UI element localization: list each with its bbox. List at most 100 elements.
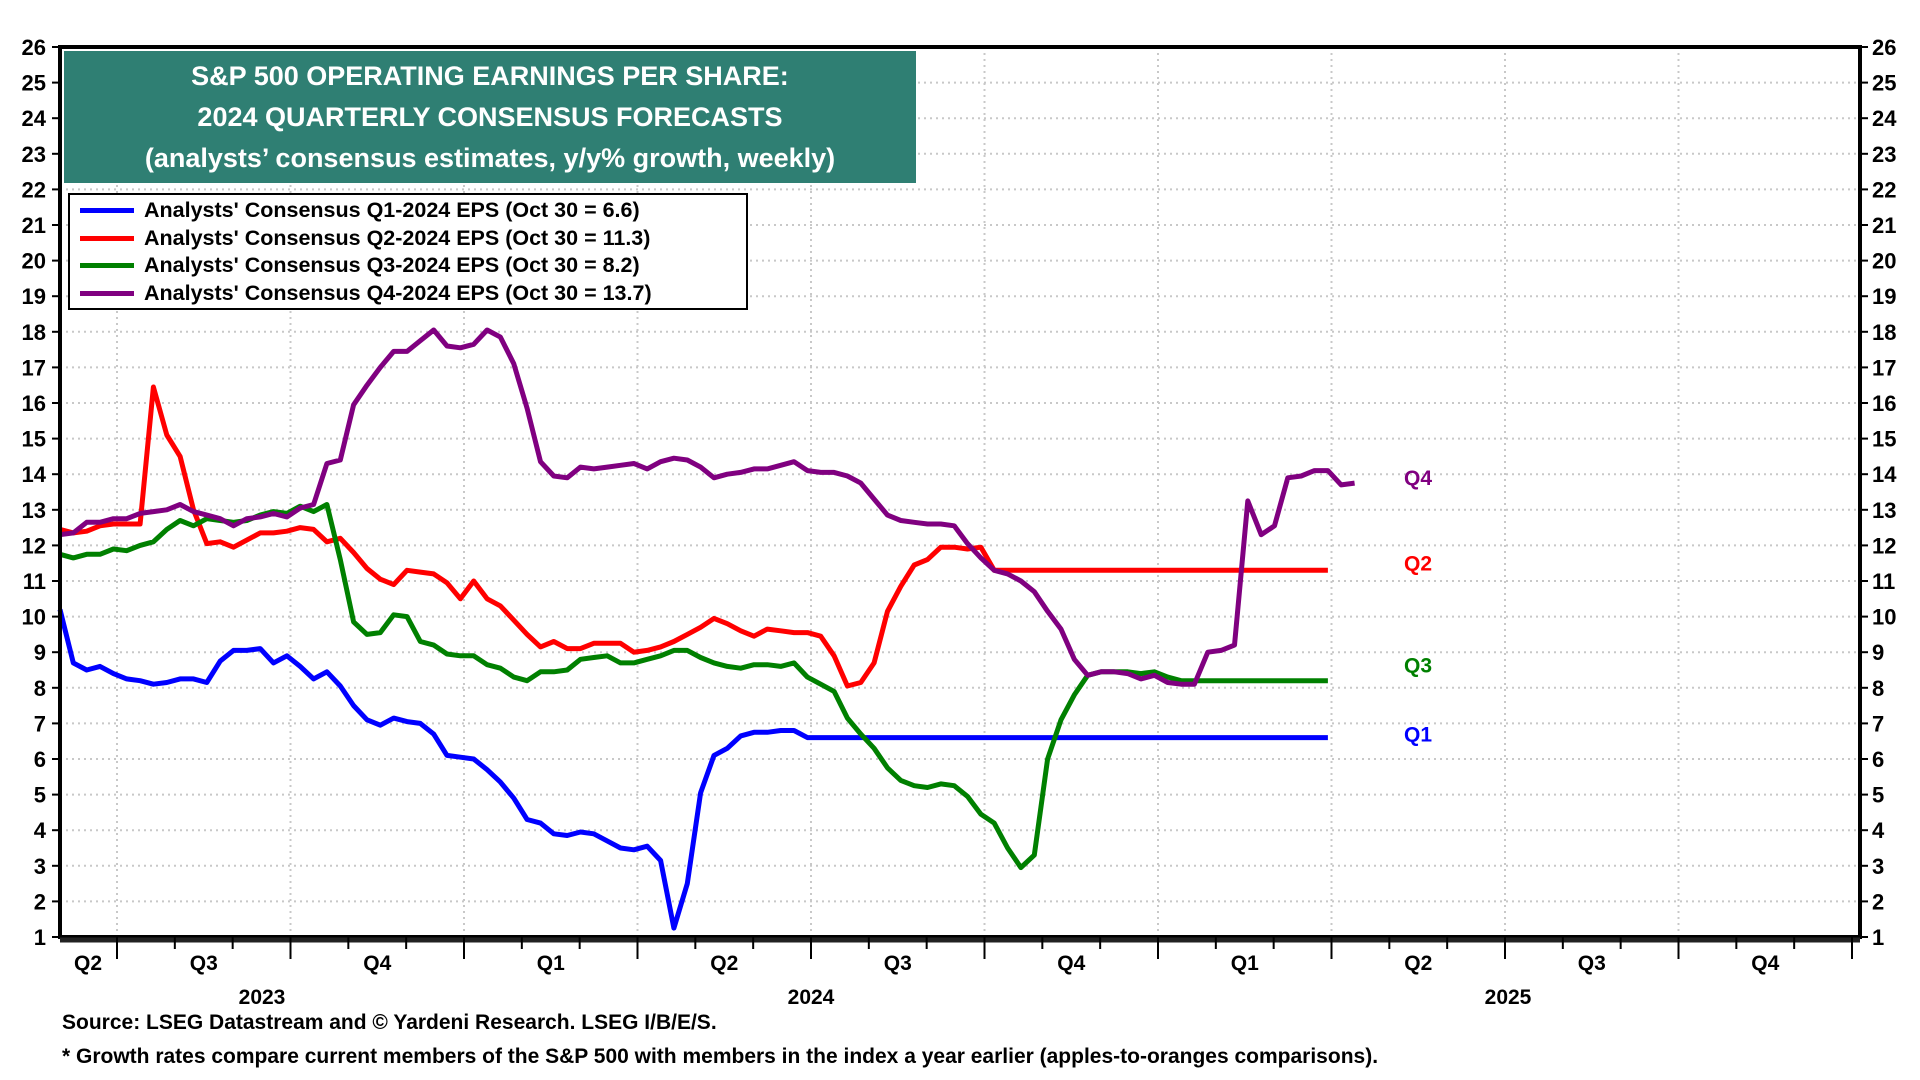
y-tick-label-left: 24 <box>22 106 47 131</box>
y-tick-label-left: 5 <box>34 783 46 808</box>
y-tick-label-left: 2 <box>34 889 46 914</box>
y-tick-label-right: 15 <box>1872 427 1896 452</box>
legend-label-q2: Analysts' Consensus Q2-2024 EPS (Oct 30 … <box>144 225 651 250</box>
legend-swatch-q1 <box>80 208 134 214</box>
y-tick-label-left: 4 <box>34 818 47 843</box>
legend-label-q3: Analysts' Consensus Q3-2024 EPS (Oct 30 … <box>144 253 640 278</box>
x-quarter-label: Q1 <box>1231 952 1259 975</box>
legend-item-q2: Analysts' Consensus Q2-2024 EPS (Oct 30 … <box>80 225 746 253</box>
plot-frame <box>58 45 1862 939</box>
y-tick-label-left: 13 <box>22 498 46 523</box>
y-tick-label-left: 14 <box>22 462 47 487</box>
gridlines <box>60 47 1860 937</box>
legend-item-q3: Analysts' Consensus Q3-2024 EPS (Oct 30 … <box>80 252 746 280</box>
y-axis-right-ticks: 1234567891011121314151617181920212223242… <box>1860 35 1897 950</box>
x-quarter-label: Q3 <box>190 952 218 975</box>
y-tick-label-right: 5 <box>1872 783 1884 808</box>
y-tick-label-left: 15 <box>22 427 46 452</box>
y-tick-label-right: 7 <box>1872 711 1884 736</box>
x-quarter-label: Q2 <box>1404 952 1432 975</box>
x-axis-ticks: Q2 Q3 Q4 Q1 Q2 Q3 Q4 Q1 Q2 Q3 Q4 2023 2024 2025 <box>74 937 1853 1009</box>
y-tick-label-right: 12 <box>1872 533 1896 558</box>
y-tick-label-right: 18 <box>1872 320 1896 345</box>
y-tick-label-left: 11 <box>23 569 46 594</box>
y-tick-label-right: 21 <box>1872 213 1896 238</box>
y-tick-label-left: 8 <box>34 676 46 701</box>
legend-item-q4: Analysts' Consensus Q4-2024 EPS (Oct 30 … <box>80 280 746 308</box>
y-tick-label-right: 13 <box>1872 498 1896 523</box>
legend-label-q4: Analysts' Consensus Q4-2024 EPS (Oct 30 … <box>144 280 652 305</box>
y-axis-left-ticks: 1234567891011121314151617181920212223242… <box>22 35 60 950</box>
end-label-q4: Q4 <box>1404 467 1432 490</box>
y-tick-label-left: 12 <box>22 533 46 558</box>
x-quarter-label: Q2 <box>74 952 102 975</box>
x-year-label: 2024 <box>788 986 835 1009</box>
y-tick-label-right: 17 <box>1872 355 1896 380</box>
y-tick-label-right: 24 <box>1872 106 1897 131</box>
legend-swatch-q4 <box>80 290 134 296</box>
y-tick-label-right: 3 <box>1872 854 1884 879</box>
x-year-label: 2025 <box>1485 986 1532 1009</box>
chart-subtitle-2: (analysts’ consensus estimates, y/y% gro… <box>144 143 836 173</box>
y-tick-label-right: 26 <box>1872 35 1896 60</box>
y-tick-label-right: 6 <box>1872 747 1884 772</box>
series-end-labels: Q1 Q2 Q3 Q4 <box>1404 467 1432 747</box>
y-tick-label-left: 6 <box>34 747 46 772</box>
legend-swatch-q2 <box>80 235 134 241</box>
y-tick-label-right: 14 <box>1872 462 1897 487</box>
axes <box>58 45 1862 943</box>
x-quarter-label: Q3 <box>884 952 912 975</box>
series-line-q2 <box>59 384 1328 689</box>
y-tick-label-left: 9 <box>34 640 46 665</box>
y-tick-label-left: 17 <box>22 355 46 380</box>
y-tick-label-right: 2 <box>1872 889 1884 914</box>
y-tick-label-right: 10 <box>1872 605 1896 630</box>
y-tick-label-left: 26 <box>22 35 46 60</box>
x-quarter-label: Q3 <box>1578 952 1606 975</box>
source-note: Source: LSEG Datastream and © Yardeni Re… <box>62 1011 717 1034</box>
series-line-q4 <box>59 327 1355 687</box>
legend-item-q1: Analysts' Consensus Q1-2024 EPS (Oct 30 … <box>80 197 746 225</box>
y-tick-label-right: 1 <box>1872 925 1884 950</box>
legend-swatch-q3 <box>80 263 134 269</box>
y-tick-label-right: 20 <box>1872 249 1896 274</box>
y-tick-label-left: 19 <box>22 284 46 309</box>
series-line-q1 <box>57 608 1328 931</box>
chart-subtitle: 2024 QUARTERLY CONSENSUS FORECASTS <box>197 102 783 132</box>
y-tick-label-left: 23 <box>22 142 46 167</box>
y-tick-label-left: 21 <box>22 213 46 238</box>
chart-title-box: S&P 500 OPERATING EARNINGS PER SHARE: 20… <box>64 51 916 183</box>
x-quarter-label: Q4 <box>363 952 391 975</box>
series-line-q3 <box>59 502 1328 871</box>
y-tick-label-left: 20 <box>22 249 46 274</box>
end-label-q3: Q3 <box>1404 655 1432 678</box>
y-tick-label-right: 25 <box>1872 71 1896 96</box>
y-tick-label-left: 16 <box>22 391 46 416</box>
series-lines <box>57 327 1355 931</box>
legend: Analysts' Consensus Q1-2024 EPS (Oct 30 … <box>68 193 748 310</box>
y-tick-label-right: 11 <box>1872 569 1895 594</box>
x-year-label: 2023 <box>239 986 286 1009</box>
y-tick-label-right: 8 <box>1872 676 1884 701</box>
y-tick-label-left: 10 <box>22 605 46 630</box>
x-quarter-label: Q4 <box>1057 952 1085 975</box>
y-tick-label-left: 25 <box>22 71 46 96</box>
y-tick-label-right: 16 <box>1872 391 1896 416</box>
y-tick-label-right: 9 <box>1872 640 1884 665</box>
x-quarter-label: Q1 <box>537 952 565 975</box>
x-quarter-label: Q4 <box>1751 952 1779 975</box>
y-tick-label-right: 19 <box>1872 284 1896 309</box>
y-tick-label-right: 23 <box>1872 142 1896 167</box>
x-quarter-label: Q2 <box>710 952 738 975</box>
chart-title: S&P 500 OPERATING EARNINGS PER SHARE: <box>191 61 789 91</box>
y-tick-label-right: 22 <box>1872 177 1896 202</box>
legend-label-q1: Analysts' Consensus Q1-2024 EPS (Oct 30 … <box>144 198 640 223</box>
y-tick-label-left: 18 <box>22 320 46 345</box>
y-tick-label-left: 22 <box>22 177 46 202</box>
end-label-q2: Q2 <box>1404 552 1432 575</box>
y-tick-label-left: 7 <box>34 711 46 736</box>
footnote: * Growth rates compare current members o… <box>62 1045 1379 1068</box>
y-tick-label-right: 4 <box>1872 818 1885 843</box>
end-label-q1: Q1 <box>1404 724 1432 747</box>
